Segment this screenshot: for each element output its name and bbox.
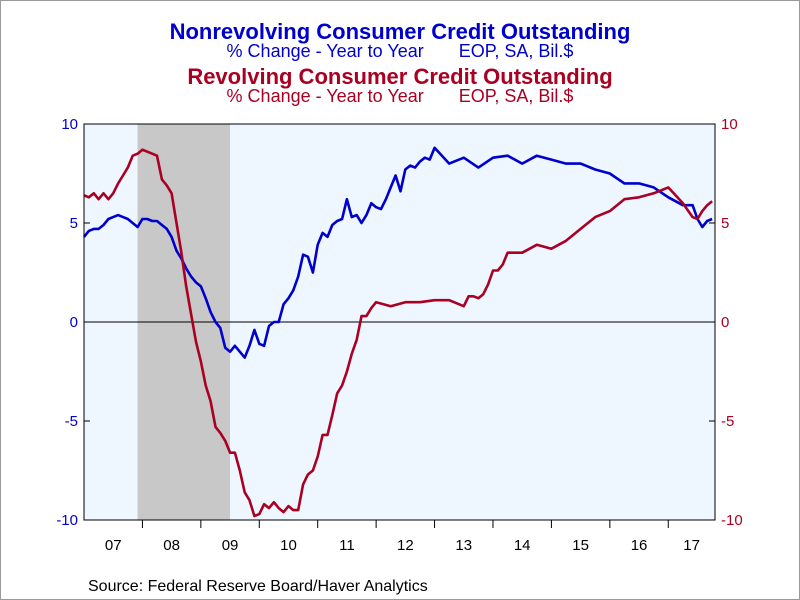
x-tick-label: 14 [514, 537, 531, 554]
y-tick-label-left: 5 [70, 215, 78, 232]
y-tick-label-left: 10 [61, 116, 78, 133]
x-tick-label: 09 [222, 537, 239, 554]
chart-title-revolving: Revolving Consumer Credit Outstanding [187, 64, 613, 89]
y-tick-label-left: -10 [56, 512, 78, 529]
y-tick-label-right: 0 [721, 314, 729, 331]
y-tick-label-right: -5 [721, 413, 734, 430]
chart-title-nonrevolving: Nonrevolving Consumer Credit Outstanding [169, 19, 631, 44]
source-note: Source: Federal Reserve Board/Haver Anal… [88, 578, 428, 595]
x-tick-label: 07 [105, 537, 122, 554]
x-tick-label: 13 [455, 537, 472, 554]
x-tick-label: 12 [397, 537, 414, 554]
x-tick-label: 08 [163, 537, 180, 554]
chart-subtitle-revolving: % Change - Year to Year EOP, SA, Bil.$ [226, 86, 574, 106]
x-tick-label: 11 [339, 537, 355, 554]
series-line-revolving [83, 148, 713, 518]
y-tick-label-right: 10 [721, 116, 738, 133]
chart-subtitle-nonrevolving: % Change - Year to Year EOP, SA, Bil.$ [226, 41, 574, 61]
x-tick-label: 16 [631, 537, 648, 554]
y-tick-label-left: 0 [70, 314, 78, 331]
x-tick-label: 15 [572, 537, 589, 554]
y-tick-label-left: -5 [65, 413, 78, 430]
series-line-nonrevolving [82, 146, 713, 359]
x-tick-label: 10 [280, 537, 297, 554]
y-tick-label-right: -10 [721, 512, 743, 529]
x-tick-label: 17 [683, 537, 700, 554]
y-tick-label-right: 5 [721, 215, 729, 232]
